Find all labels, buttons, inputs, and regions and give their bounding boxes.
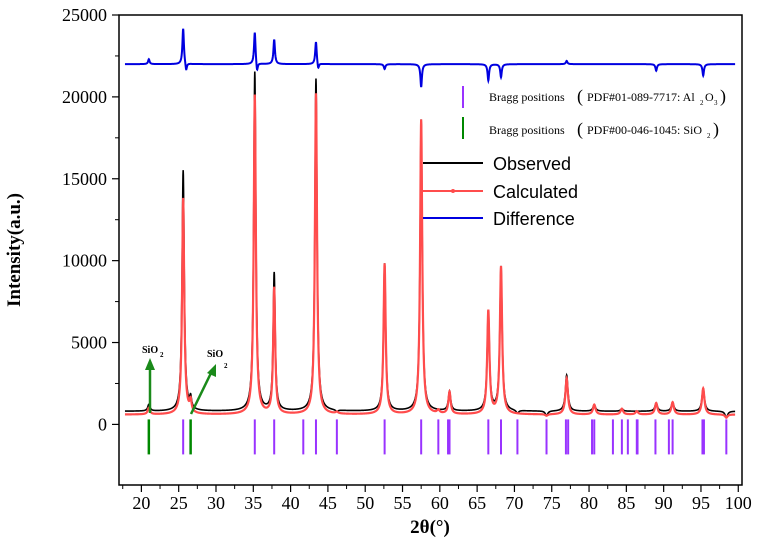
x-tick-label: 75 (543, 493, 561, 513)
curves (124, 28, 736, 419)
x-tick-label: 55 (394, 493, 412, 513)
x-tick-label: 65 (468, 493, 486, 513)
x-axis: 20 25 30 35 40 45 50 55 60 65 70 75 80 85 90 95 100 (122, 485, 752, 513)
y-tick-label: 25000 (62, 5, 107, 25)
y-tick-label: 10000 (62, 251, 107, 271)
x-tick-label: 40 (282, 493, 300, 513)
legend-calculated-label: Calculated (493, 182, 578, 202)
y-tick-label: 0 (98, 414, 107, 434)
x-tick-label: 20 (132, 493, 150, 513)
legend-bragg-al2o3-o: O (705, 90, 714, 104)
annotation-sio2-right-arrowhead (207, 364, 216, 377)
plot-frame (118, 14, 743, 486)
x-tick-label: 45 (319, 493, 337, 513)
legend-bragg-sio2: Bragg positions ( PDF#00-046-1045: SiO 2… (462, 117, 719, 140)
legend-calculated-marker (451, 189, 455, 193)
x-tick-label: 30 (207, 493, 225, 513)
x-axis-title: 2θ(°) (410, 517, 450, 538)
annotation-sio2-right-sub: 2 (224, 362, 228, 370)
annotation-sio2-right: SiO 2 (189, 349, 228, 415)
legend-bragg-sio2-label: Bragg positions (489, 123, 565, 137)
x-tick-label: 70 (505, 493, 523, 513)
legend-bragg-sio2-ref: PDF#00-046-1045: SiO (587, 123, 702, 137)
legend-difference-label: Difference (493, 209, 575, 229)
annotation-sio2-left-text: SiO (142, 345, 158, 356)
y-axis: 0 5000 10000 15000 20000 25000 (62, 5, 119, 434)
legend-lines: Observed Calculated Difference (423, 154, 578, 229)
annotation-sio2-left-arrowhead (145, 358, 155, 370)
series-calculated-line (124, 93, 736, 419)
legend-bragg-al2o3-open-paren: ( (577, 86, 583, 107)
x-tick-label: 35 (244, 493, 262, 513)
annotation-sio2-left: SiO 2 (142, 345, 164, 413)
legend-bragg-sio2-close-paren: ) (713, 119, 719, 140)
y-axis-title: Intensity(a.u.) (4, 193, 25, 307)
legend-bragg-al2o3-label: Bragg positions (489, 90, 565, 104)
x-tick-label: 85 (617, 493, 635, 513)
legend-bragg-al2o3-close-paren: ) (720, 86, 726, 107)
legend-bragg-al2o3-sub3: 3 (714, 99, 718, 107)
y-tick-label: 5000 (71, 333, 107, 353)
x-tick-label: 60 (431, 493, 449, 513)
x-tick-label: 90 (655, 493, 673, 513)
annotation-sio2-right-text: SiO (207, 349, 223, 360)
x-tick-label: 95 (692, 493, 710, 513)
y-tick-label: 15000 (62, 169, 107, 189)
annotation-sio2-right-arrow (189, 372, 213, 415)
legend-bragg-al2o3-sub2: 2 (700, 99, 704, 107)
legend-bragg-sio2-open-paren: ( (577, 119, 583, 140)
series-difference-line (124, 28, 736, 88)
x-tick-label: 25 (170, 493, 188, 513)
annotation-sio2-left-sub: 2 (160, 351, 164, 359)
legend-bragg-al2o3: Bragg positions ( PDF#01-089-7717: Al 2 … (462, 86, 726, 108)
legend-bragg-sio2-sub2: 2 (707, 132, 711, 140)
legend-bragg-al2o3-ref: PDF#01-089-7717: Al (587, 90, 695, 104)
legend-observed-label: Observed (493, 154, 571, 174)
y-tick-label: 20000 (62, 87, 107, 107)
series-observed-line (124, 71, 736, 419)
x-tick-label: 80 (580, 493, 598, 513)
x-tick-label: 50 (356, 493, 374, 513)
bragg-markers (147, 419, 728, 455)
x-tick-label: 100 (725, 493, 752, 513)
